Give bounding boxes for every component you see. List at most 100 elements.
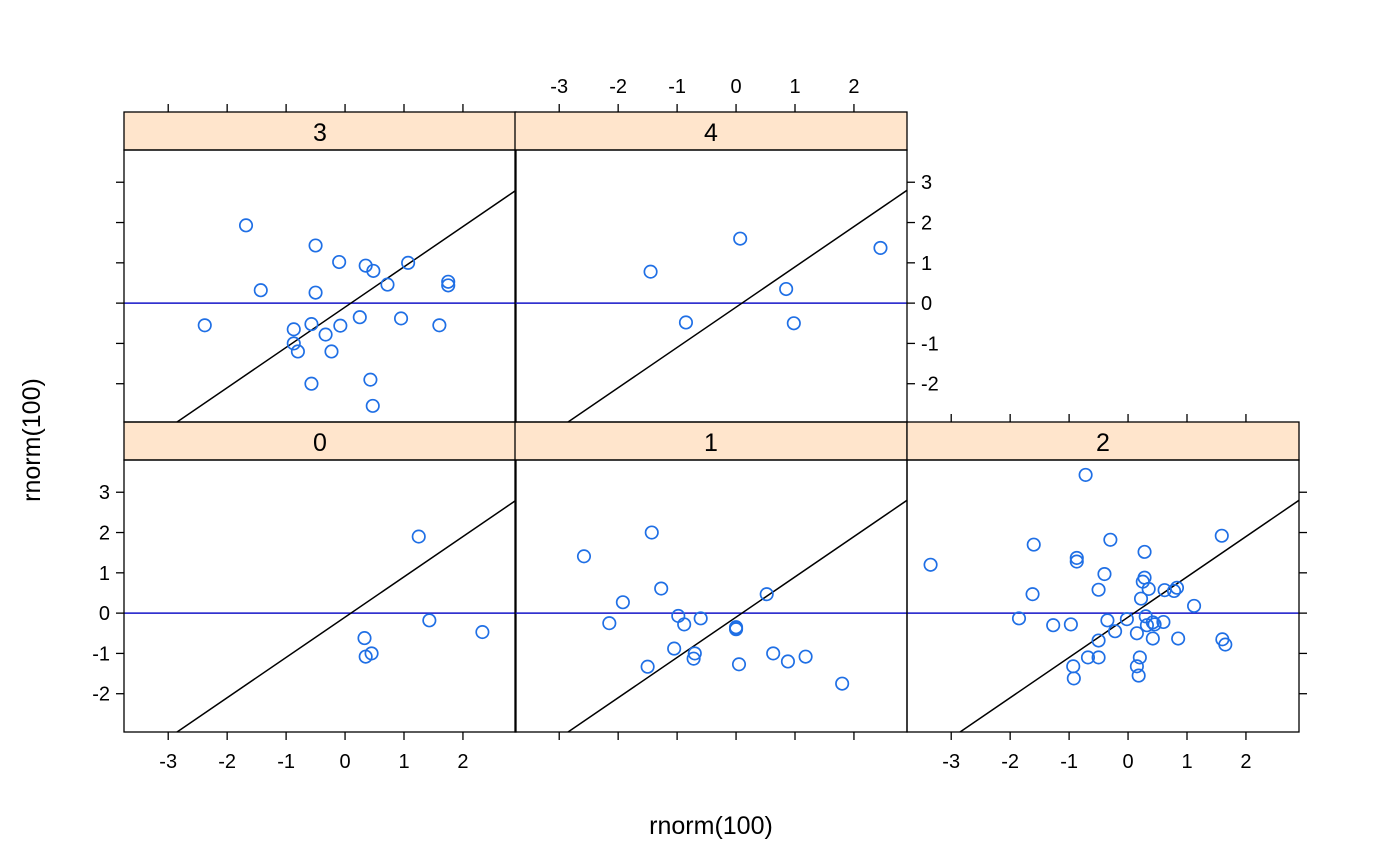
point-3-18	[318, 327, 333, 342]
panels-layer: 0 1 2 3 4	[123, 111, 1300, 733]
y-tick-label-r1-1: -1	[92, 643, 110, 665]
point-3-5	[401, 255, 416, 270]
point-2-6	[1137, 544, 1152, 559]
panel-content-0	[124, 499, 516, 732]
x-tick-label-c0-0: -3	[159, 751, 177, 773]
x-tick-label-c0-3: 0	[339, 751, 350, 773]
point-4-5	[786, 316, 801, 331]
point-2-42	[1066, 671, 1081, 686]
point-2-32	[1145, 631, 1160, 646]
panel-3: 3	[123, 111, 517, 423]
point-1-14	[729, 621, 744, 636]
point-3-6	[253, 283, 268, 298]
point-3-12	[304, 317, 319, 332]
point-2-11	[1141, 581, 1156, 596]
point-2-33	[1171, 631, 1186, 646]
point-1-15	[759, 587, 774, 602]
point-2-14	[1166, 583, 1182, 599]
panel-content-2	[907, 467, 1299, 732]
point-2-22	[1100, 613, 1115, 628]
point-2-19	[1011, 611, 1027, 626]
strip-2	[906, 421, 1300, 461]
point-4-4	[678, 315, 693, 330]
panel-content-4	[515, 189, 907, 422]
point-3-10	[441, 278, 456, 293]
point-2-7	[1214, 528, 1229, 543]
x-tick-label-c1-1: -2	[609, 76, 627, 98]
point-3-16	[432, 318, 447, 333]
point-1-5	[671, 608, 686, 623]
strip-0	[123, 421, 517, 461]
reference-line-2	[958, 499, 1299, 732]
point-0-5	[364, 646, 379, 661]
axes-layer: -3 -2 -1 0 1 2 -3 -2 -1 0 1 2-3 -2 -1 0 1 2-2-10123-2-10…	[92, 76, 1307, 773]
point-2-16	[1133, 591, 1149, 606]
y-tick-label-r0-2: 0	[921, 293, 932, 315]
point-3-17	[286, 322, 301, 337]
panel-frame-2	[906, 459, 1300, 733]
panel-frame-1	[514, 459, 908, 733]
point-2-39	[1066, 659, 1081, 674]
x-tick-label-c2-2: -1	[1060, 751, 1078, 773]
point-1-17	[766, 646, 781, 661]
point-3-23	[304, 376, 319, 391]
reference-line-0	[175, 499, 516, 732]
x-tick-label-c2-5: 2	[1240, 751, 1251, 773]
reference-line-4	[566, 189, 907, 422]
x-axis-label: rnorm(100)	[649, 812, 773, 840]
point-2-18	[1025, 587, 1040, 602]
x-tick-label-c0-5: 2	[457, 751, 468, 773]
point-2-0	[923, 557, 938, 572]
x-tick-label-c2-4: 1	[1181, 751, 1192, 773]
point-3-2	[332, 254, 347, 270]
point-1-6	[677, 617, 692, 632]
point-1-11	[640, 659, 655, 674]
x-tick-label-c2-3: 0	[1122, 751, 1133, 773]
point-2-41	[1131, 668, 1146, 683]
point-2-27	[1147, 617, 1162, 632]
strip-label-4: 4	[704, 119, 718, 147]
point-1-16	[731, 657, 747, 672]
panel-frame-3	[123, 149, 517, 423]
point-3-7	[308, 285, 323, 300]
y-tick-label-r1-3: 1	[99, 563, 110, 585]
panel-4: 4	[514, 111, 908, 423]
point-2-30	[1129, 626, 1144, 641]
x-tick-label-c0-2: -1	[277, 751, 295, 773]
x-tick-label-c1-0: -3	[550, 76, 568, 98]
point-1-9	[687, 646, 702, 661]
y-tick-label-r0-0: -2	[921, 374, 939, 396]
point-4-0	[733, 231, 748, 246]
y-tick-label-r0-5: 3	[921, 172, 932, 194]
point-3-11	[197, 318, 212, 333]
point-1-18	[780, 654, 795, 669]
point-0-0	[411, 529, 426, 544]
x-tick-label-c2-0: -3	[942, 751, 960, 773]
y-tick-label-r0-1: -1	[921, 333, 939, 355]
x-tick-label-c1-3: 0	[730, 76, 741, 98]
panel-frame-0	[123, 459, 517, 733]
strip-label-0: 0	[313, 429, 327, 457]
point-3-4	[366, 263, 381, 278]
point-1-0	[576, 549, 592, 564]
point-2-38	[1132, 650, 1147, 665]
point-3-20	[290, 344, 305, 359]
panel-0: 0	[123, 421, 517, 733]
panel-2: 2	[906, 421, 1300, 733]
strip-label-1: 1	[704, 429, 718, 457]
reference-line-3	[175, 189, 516, 422]
y-tick-label-r0-4: 2	[921, 213, 932, 235]
strip-4	[514, 111, 908, 151]
point-4-1	[873, 240, 888, 255]
point-1-3	[602, 616, 617, 631]
y-tick-label-r1-4: 2	[99, 523, 110, 545]
point-2-17	[1187, 598, 1202, 613]
point-1-20	[835, 676, 850, 691]
x-tick-label-c1-5: 2	[848, 76, 859, 98]
y-axis-label: rnorm(100)	[18, 378, 46, 502]
panel-content-3	[124, 189, 516, 422]
point-2-36	[1080, 650, 1096, 665]
panel-1: 1	[514, 421, 908, 733]
point-3-0	[238, 218, 254, 233]
y-tick-label-r0-3: 1	[921, 253, 932, 275]
